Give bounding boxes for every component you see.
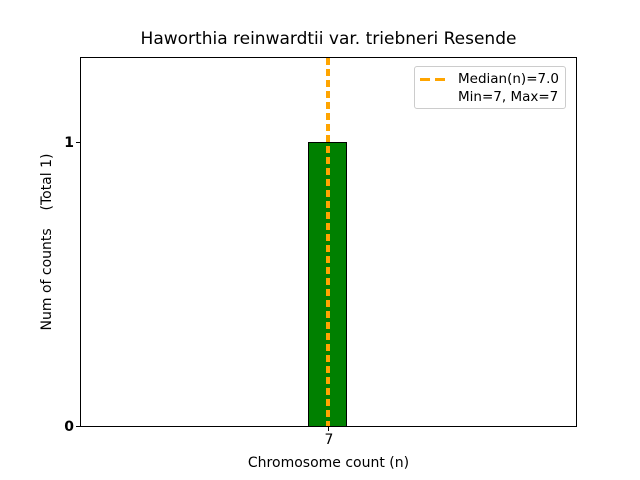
legend-entry-median: Median(n)=7.0 [420, 70, 560, 88]
median-line [326, 58, 330, 426]
plot-area [80, 57, 577, 427]
y-tick-label-0: 0 [64, 419, 74, 435]
y-tick-label-1: 1 [64, 135, 74, 151]
x-tick-label-7: 7 [324, 432, 334, 448]
legend: Median(n)=7.0 Min=7, Max=7 [414, 66, 566, 109]
legend-spacer [420, 97, 458, 98]
x-tick-mark-7 [328, 427, 330, 431]
y-tick-mark-0 [76, 426, 80, 428]
legend-entry-minmax: Min=7, Max=7 [420, 88, 560, 106]
y-axis-label: Num of counts (Total 1) [39, 153, 55, 331]
x-axis-label: Chromosome count (n) [247, 455, 410, 471]
legend-minmax-label: Min=7, Max=7 [458, 89, 559, 105]
y-tick-mark-1 [76, 142, 80, 144]
chart-title: Haworthia reinwardtii var. triebneri Res… [140, 29, 517, 49]
median-dash-sample-icon [420, 77, 448, 81]
legend-median-label: Median(n)=7.0 [458, 71, 559, 87]
